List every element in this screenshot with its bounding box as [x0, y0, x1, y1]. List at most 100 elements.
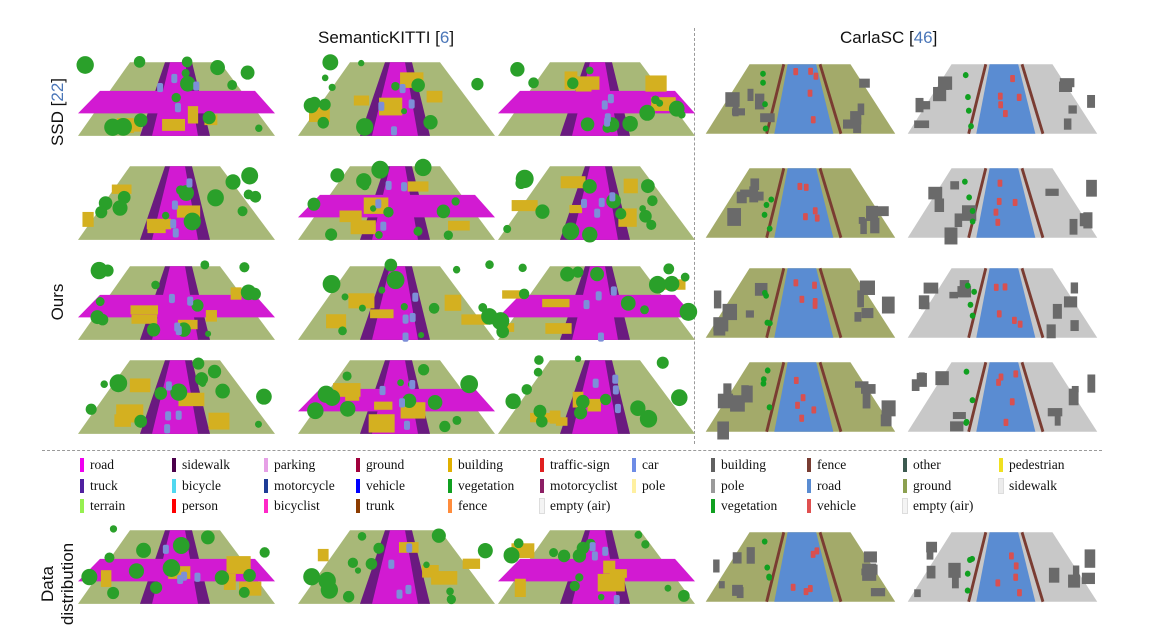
vegetation-blob — [195, 372, 209, 386]
ssd-name: SSD — [48, 111, 67, 147]
carla-legend-swatch — [711, 458, 715, 472]
carla-vegetation — [766, 225, 773, 232]
vegetation-blob — [451, 197, 460, 206]
vegetation-blob — [678, 589, 690, 602]
vegetation-blob — [384, 258, 398, 272]
vegetation-blob — [572, 266, 584, 278]
carla-vegetation — [760, 380, 767, 387]
car-object — [399, 83, 406, 94]
car-object — [591, 551, 598, 561]
kitti-legend-label: fence — [458, 498, 488, 513]
carla-scene-panel — [700, 520, 900, 612]
semantickitti-citation[interactable]: 6 — [439, 28, 450, 47]
kitti-legend-item: vehicle — [356, 477, 405, 495]
carla-building — [876, 206, 889, 217]
carla-fence — [1020, 63, 1045, 135]
vegetation-blob — [136, 542, 151, 558]
carla-building — [746, 547, 755, 564]
carla-legend-swatch — [902, 498, 908, 514]
carla-building — [919, 101, 931, 110]
car-object — [401, 182, 408, 192]
carla-vehicle — [810, 550, 816, 558]
kitti-legend-swatch — [172, 478, 176, 493]
building-block — [426, 90, 443, 103]
vegetation-blob — [641, 179, 655, 194]
vegetation-blob — [671, 389, 688, 407]
vegetation-blob — [107, 586, 120, 600]
vegetation-blob — [575, 573, 584, 582]
kitti-legend-label: trunk — [366, 498, 395, 513]
carla-building — [881, 400, 896, 417]
vegetation-blob — [664, 275, 680, 292]
carla-building — [951, 574, 959, 589]
carla-building — [914, 120, 930, 129]
vegetation-blob — [342, 590, 355, 603]
carla-scene-panel — [700, 52, 900, 144]
carla-building — [853, 118, 862, 134]
car-object — [609, 192, 616, 202]
carla-vegetation — [768, 196, 775, 203]
car-object — [168, 293, 175, 304]
carla-building — [949, 291, 958, 299]
vegetation-blob — [414, 158, 432, 177]
car-object — [378, 101, 385, 111]
kitti-legend-label: truck — [90, 477, 118, 493]
building-block — [542, 298, 570, 308]
carlasc-header: CarlaSC [46] — [840, 28, 938, 47]
carla-fence — [967, 531, 988, 603]
building-block — [131, 314, 158, 324]
carla-building — [749, 186, 759, 203]
car-object — [589, 542, 596, 552]
vegetation-blob — [322, 274, 341, 294]
kitti-legend-swatch — [80, 478, 84, 493]
carla-vegetation — [761, 289, 768, 296]
carla-scene-panel — [700, 156, 900, 248]
kitti-legend-swatch — [356, 478, 360, 493]
carla-building — [957, 286, 972, 298]
vegetation-blob — [365, 557, 378, 570]
kitti-legend-label: pole — [642, 477, 666, 493]
ssd-citation[interactable]: 22 — [48, 82, 67, 102]
carla-vegetation — [764, 319, 771, 326]
carla-building — [713, 317, 729, 332]
kitti-scene-graphic — [498, 530, 695, 605]
carla-legend-item: fence — [807, 456, 846, 474]
carla-vegetation — [763, 201, 770, 209]
kitti-scene-panel — [490, 156, 700, 248]
vegetation-blob — [317, 116, 329, 129]
car-object — [612, 374, 619, 384]
kitti-legend-swatch — [80, 499, 84, 513]
carla-vehicle — [812, 281, 817, 289]
carla-vehicle — [1013, 370, 1019, 378]
carla-vehicle — [808, 67, 813, 75]
kitti-legend-swatch — [172, 499, 176, 513]
carla-building — [928, 186, 943, 200]
kitti-scene-graphic — [498, 166, 695, 243]
vegetation-blob — [557, 549, 571, 563]
carla-building — [921, 301, 930, 310]
kitti-legend-swatch — [540, 478, 544, 493]
carlasc-citation[interactable]: 46 — [913, 28, 933, 47]
carla-building — [723, 383, 732, 398]
kitti-scene-panel — [70, 256, 280, 348]
column-separator — [694, 28, 695, 444]
carla-scene-graphic — [705, 63, 896, 135]
vegetation-blob — [648, 275, 667, 294]
vegetation-blob — [535, 204, 550, 219]
ours-label: Ours — [48, 283, 67, 321]
car-object — [175, 410, 182, 420]
carla-building — [1087, 374, 1096, 393]
vegetation-blob — [317, 385, 335, 403]
car-object — [164, 424, 171, 434]
car-object — [581, 198, 588, 209]
building-block — [111, 184, 132, 194]
vegetation-blob — [202, 110, 216, 125]
kitti-scene-panel — [70, 520, 280, 612]
carla-vegetation — [962, 72, 969, 79]
vegetation-blob — [491, 312, 510, 331]
carla-scene-graphic — [705, 167, 896, 239]
row-label-ssd: SSD [22] — [48, 77, 67, 147]
car-object — [405, 584, 412, 595]
carla-fence — [765, 361, 786, 433]
carla-building — [881, 296, 895, 314]
